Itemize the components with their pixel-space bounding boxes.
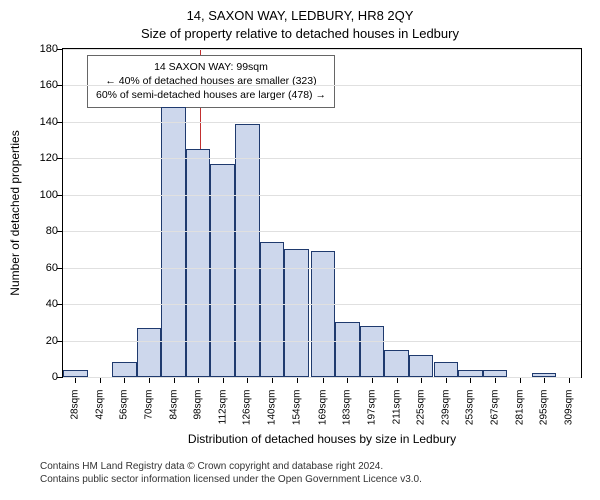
xtick-label: 126sqm	[242, 390, 253, 440]
ytick-label: 0	[20, 371, 58, 383]
ytick-label: 60	[20, 262, 58, 274]
footnote-line2: Contains public sector information licen…	[40, 473, 580, 486]
xtick-mark	[347, 378, 348, 383]
xtick-label: 309sqm	[563, 390, 574, 440]
xtick-label: 70sqm	[144, 390, 155, 440]
gridline	[63, 158, 581, 159]
xtick-mark	[247, 378, 248, 383]
xtick-label: 140sqm	[266, 390, 277, 440]
xtick-label: 98sqm	[193, 390, 204, 440]
xtick-label: 28sqm	[70, 390, 81, 440]
histogram-bar	[409, 355, 434, 377]
xtick-mark	[223, 378, 224, 383]
histogram-bar	[483, 370, 508, 377]
xtick-label: 239sqm	[440, 390, 451, 440]
histogram-bar	[384, 350, 409, 377]
plot-area: 14 SAXON WAY: 99sqm ← 40% of detached ho…	[62, 48, 582, 378]
annotation-line3: 60% of semi-detached houses are larger (…	[96, 88, 326, 102]
histogram-bar	[360, 326, 385, 377]
xtick-mark	[124, 378, 125, 383]
ytick-label: 40	[20, 298, 58, 310]
xtick-mark	[470, 378, 471, 383]
xtick-label: 56sqm	[119, 390, 130, 440]
ytick-label: 160	[20, 79, 58, 91]
gridline	[63, 231, 581, 232]
xtick-mark	[198, 378, 199, 383]
footnote: Contains HM Land Registry data © Crown c…	[40, 460, 580, 486]
xtick-mark	[569, 378, 570, 383]
xtick-label: 281sqm	[514, 390, 525, 440]
ytick-label: 180	[20, 43, 58, 55]
xtick-label: 183sqm	[342, 390, 353, 440]
ytick-label: 20	[20, 335, 58, 347]
xtick-mark	[100, 378, 101, 383]
gridline	[63, 268, 581, 269]
xtick-mark	[297, 378, 298, 383]
xtick-mark	[544, 378, 545, 383]
chart-title-line1: 14, SAXON WAY, LEDBURY, HR8 2QY	[0, 8, 600, 23]
xtick-label: 267sqm	[489, 390, 500, 440]
ytick-label: 100	[20, 189, 58, 201]
histogram-bar	[63, 370, 88, 377]
annotation-line1: 14 SAXON WAY: 99sqm	[96, 60, 326, 74]
histogram-bar	[161, 107, 186, 377]
chart-title-line2: Size of property relative to detached ho…	[0, 26, 600, 41]
footnote-line1: Contains HM Land Registry data © Crown c…	[40, 460, 580, 473]
gridline	[63, 195, 581, 196]
xtick-label: 225sqm	[416, 390, 427, 440]
gridline	[63, 122, 581, 123]
xtick-label: 169sqm	[317, 390, 328, 440]
y-axis-label: Number of detached properties	[8, 48, 26, 378]
histogram-bar	[458, 370, 483, 377]
xtick-mark	[495, 378, 496, 383]
xtick-label: 84sqm	[168, 390, 179, 440]
xtick-label: 295sqm	[539, 390, 550, 440]
xtick-label: 197sqm	[367, 390, 378, 440]
ytick-label: 120	[20, 152, 58, 164]
xtick-label: 253sqm	[465, 390, 476, 440]
xtick-label: 112sqm	[217, 390, 228, 440]
xtick-label: 211sqm	[391, 390, 402, 440]
gridline	[63, 341, 581, 342]
xtick-mark	[75, 378, 76, 383]
xtick-mark	[446, 378, 447, 383]
xtick-mark	[272, 378, 273, 383]
histogram-bar	[137, 328, 162, 377]
xtick-label: 154sqm	[291, 390, 302, 440]
histogram-bar	[210, 164, 235, 377]
gridline	[63, 304, 581, 305]
xtick-label: 42sqm	[94, 390, 105, 440]
gridline	[63, 85, 581, 86]
histogram-bar	[260, 242, 285, 377]
xtick-mark	[421, 378, 422, 383]
xtick-mark	[149, 378, 150, 383]
histogram-bar	[434, 362, 459, 377]
histogram-bar	[235, 124, 260, 377]
histogram-bar	[112, 362, 137, 377]
chart-container: 14, SAXON WAY, LEDBURY, HR8 2QY Size of …	[0, 0, 600, 500]
xtick-mark	[174, 378, 175, 383]
xtick-mark	[397, 378, 398, 383]
ytick-label: 80	[20, 225, 58, 237]
gridline	[63, 49, 581, 50]
xtick-mark	[323, 378, 324, 383]
ytick-label: 140	[20, 116, 58, 128]
annotation-box: 14 SAXON WAY: 99sqm ← 40% of detached ho…	[87, 55, 335, 108]
histogram-bar	[311, 251, 336, 377]
xtick-mark	[520, 378, 521, 383]
histogram-bar	[335, 322, 360, 377]
histogram-bar	[186, 149, 211, 377]
xtick-mark	[372, 378, 373, 383]
